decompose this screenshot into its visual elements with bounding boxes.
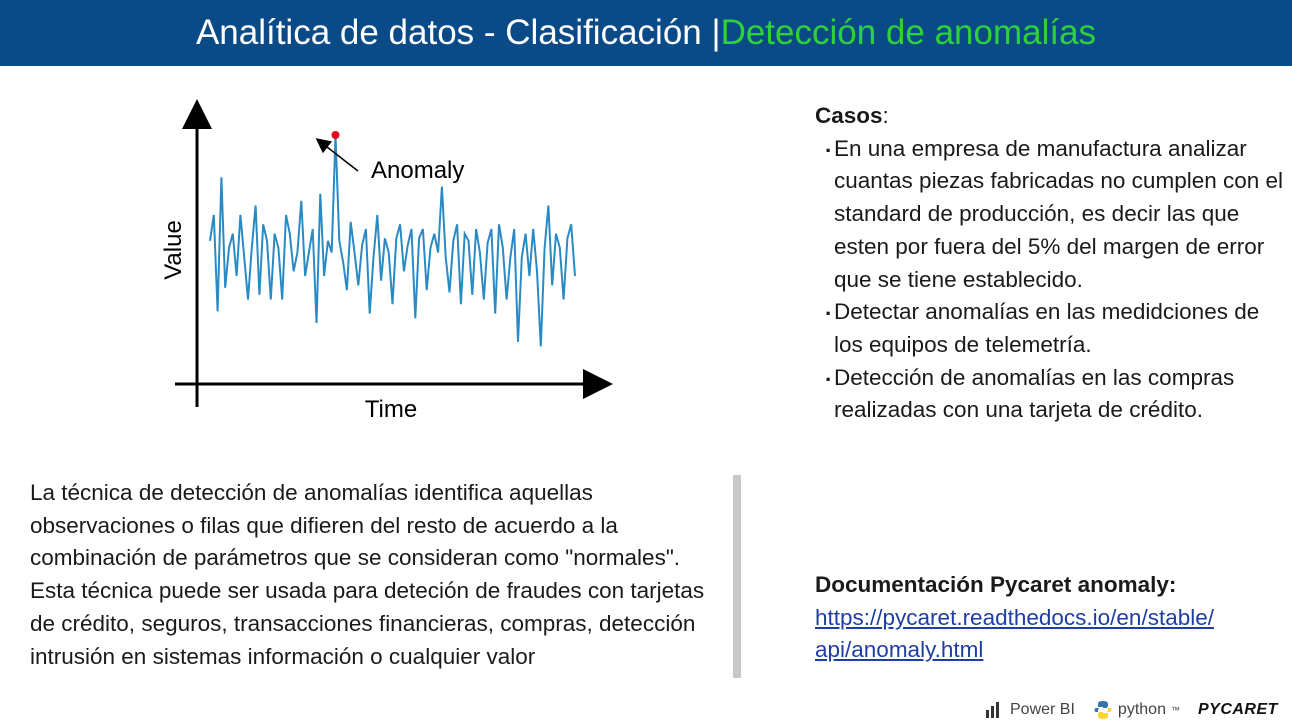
python-icon xyxy=(1094,701,1112,719)
documentation-link[interactable]: api/anomaly.html xyxy=(815,637,984,663)
description-paragraph: La técnica de detección de anomalías ide… xyxy=(30,480,681,571)
powerbi-label: Power BI xyxy=(1010,701,1075,718)
anomaly-chart: Anomaly Time Value xyxy=(160,99,613,423)
y-axis-label: Value xyxy=(160,220,187,280)
casos-title: Casos xyxy=(815,103,883,128)
powerbi-logo: Power BI xyxy=(985,701,1075,719)
description-text: La técnica de detección de anomalías ide… xyxy=(30,477,730,673)
footer-logos: Power BI python ™ PYCARET xyxy=(985,695,1285,725)
annotation-arrow xyxy=(315,138,359,172)
documentation-link[interactable]: https://pycaret.readthedocs.io/en/stable… xyxy=(815,604,1214,630)
slide-header: Analítica de datos - Clasificación | Det… xyxy=(0,0,1292,66)
annotation-label: Anomaly xyxy=(371,157,464,184)
python-trademark: ™ xyxy=(1170,705,1180,715)
python-logo: python ™ xyxy=(1093,700,1180,720)
powerbi-icon xyxy=(986,702,999,718)
pycaret-label: PYCARET xyxy=(1197,701,1278,718)
x-axis-label: Time xyxy=(365,396,417,423)
casos-section: Casos: En una empresa de manufactura ana… xyxy=(815,100,1285,427)
pycaret-logo: PYCARET xyxy=(1198,701,1278,719)
casos-colon: : xyxy=(882,103,889,128)
anomaly-point xyxy=(331,131,340,139)
casos-item: Detectar anomalías en las medidciones de… xyxy=(815,292,1285,361)
casos-item: Detección de anomalías en las compras re… xyxy=(815,358,1285,427)
series-line xyxy=(209,134,576,347)
header-title-accent: Detección de anomalías xyxy=(720,13,1097,52)
description-paragraph: Esta técnica puede ser usada para deteci… xyxy=(30,578,705,669)
casos-list: En una empresa de manufactura analizar c… xyxy=(815,129,1285,427)
header-title: Analítica de datos - Clasificación | xyxy=(195,13,721,52)
divider xyxy=(733,475,741,678)
documentation-section: Documentación Pycaret anomaly: https://p… xyxy=(815,569,1285,667)
documentation-title: Documentación Pycaret anomaly: xyxy=(815,572,1177,597)
python-label: python xyxy=(1117,701,1166,718)
casos-item: En una empresa de manufactura analizar c… xyxy=(815,129,1285,297)
